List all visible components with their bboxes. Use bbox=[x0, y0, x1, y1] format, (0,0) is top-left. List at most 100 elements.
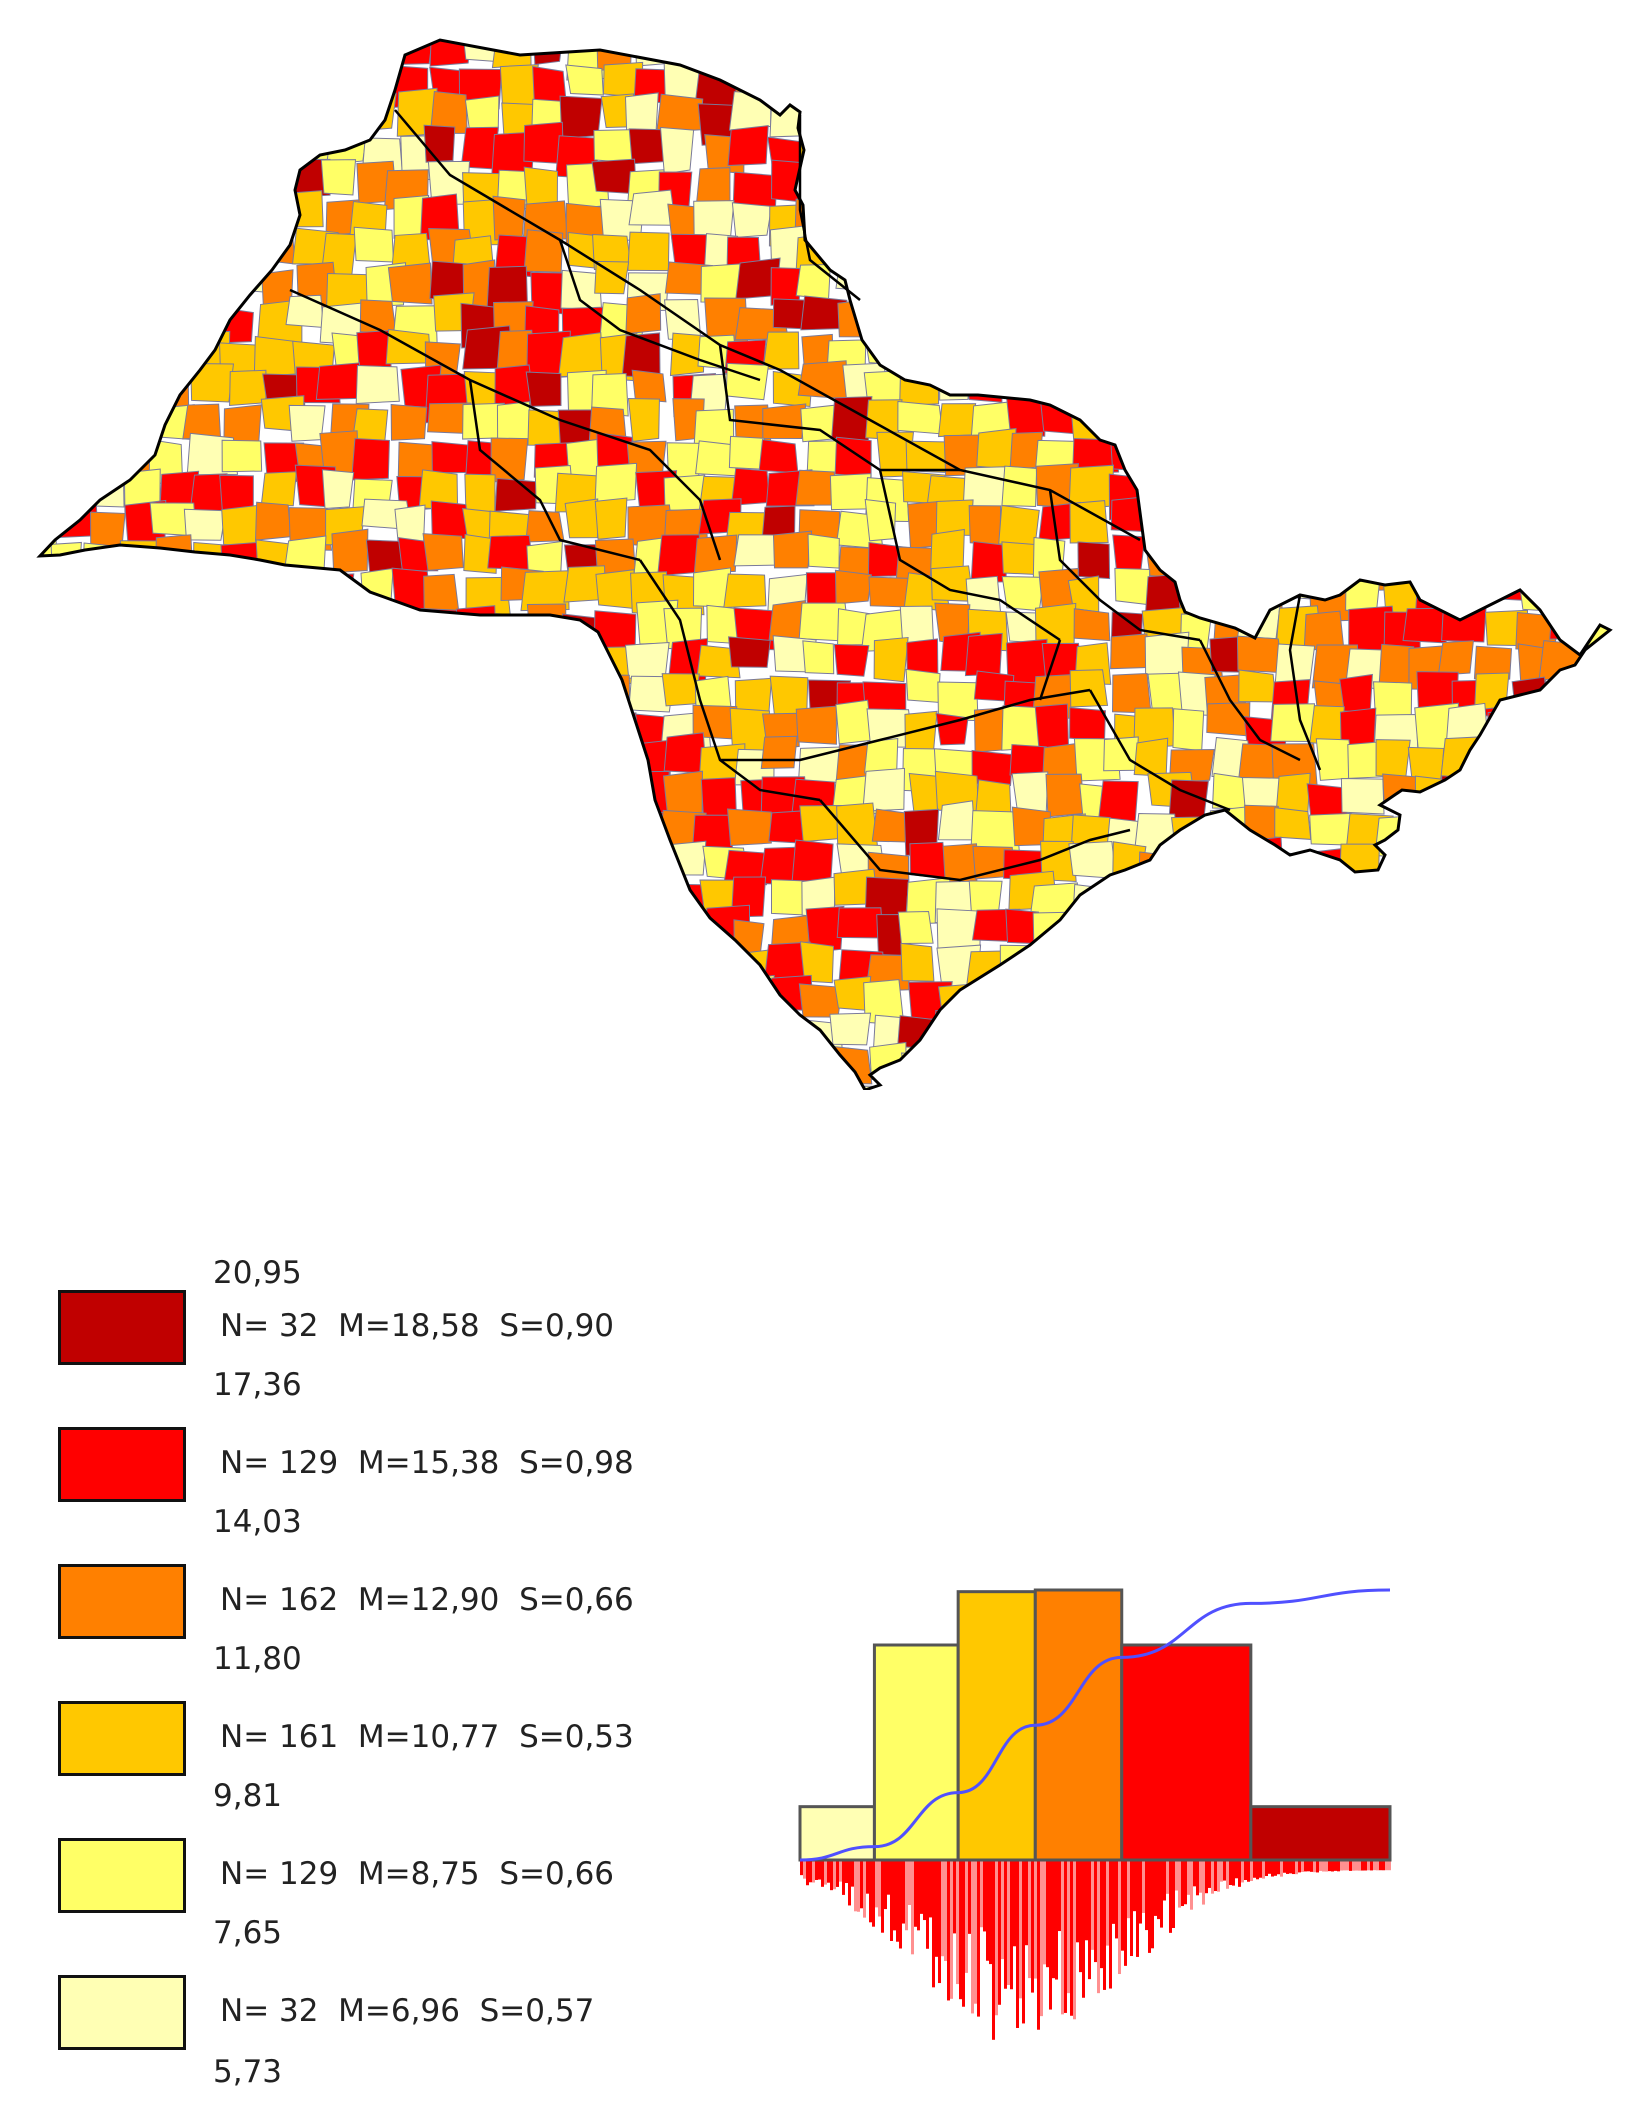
distribution-spike bbox=[1139, 1860, 1142, 1924]
municipality-cell bbox=[1546, 201, 1592, 236]
municipality-cell bbox=[1137, 1049, 1173, 1090]
distribution-spike bbox=[995, 1860, 998, 2016]
distribution-spike bbox=[836, 1860, 839, 1887]
municipality-cell bbox=[255, 805, 298, 849]
distribution-spike bbox=[1091, 1860, 1094, 1950]
municipality-cell bbox=[1582, 646, 1610, 679]
distribution-spike bbox=[953, 1860, 956, 1934]
municipality-cell bbox=[1182, 940, 1229, 987]
municipality-cell bbox=[1169, 468, 1212, 504]
municipality-cell bbox=[1203, 197, 1250, 237]
municipality-cell bbox=[1375, 739, 1411, 778]
municipality-cell bbox=[59, 295, 101, 343]
distribution-spike bbox=[1226, 1860, 1229, 1889]
municipality-cell bbox=[1272, 1008, 1314, 1044]
municipality-cell bbox=[1481, 99, 1518, 146]
municipality-cell bbox=[1588, 805, 1610, 850]
municipality-cell bbox=[1510, 192, 1550, 233]
distribution-spike bbox=[1034, 1860, 1037, 1979]
municipality-cell bbox=[1342, 1083, 1381, 1090]
municipality-cell bbox=[534, 784, 572, 817]
histogram-bar-1 bbox=[798, 1805, 876, 1862]
municipality-cell bbox=[1611, 204, 1627, 246]
municipality-cell bbox=[662, 770, 703, 817]
distribution-spike bbox=[1169, 1860, 1172, 1933]
municipality-cell bbox=[723, 849, 768, 886]
municipality-cell bbox=[1516, 507, 1558, 546]
municipality-cell bbox=[491, 40, 532, 69]
municipality-cell bbox=[251, 1048, 296, 1090]
municipality-cell bbox=[1615, 25, 1627, 57]
municipality-cell bbox=[1309, 812, 1352, 846]
municipality-cell bbox=[40, 504, 63, 539]
distribution-spike bbox=[971, 1860, 974, 2014]
distribution-spike bbox=[1340, 1860, 1343, 1871]
municipality-cell bbox=[121, 1087, 155, 1090]
municipality-cell bbox=[160, 645, 198, 688]
municipality-cell bbox=[1138, 437, 1182, 477]
municipality-cell bbox=[633, 909, 670, 946]
distribution-spike bbox=[920, 1860, 923, 1914]
municipality-cell bbox=[330, 1082, 368, 1090]
municipality-cell bbox=[220, 1012, 268, 1048]
municipality-cell bbox=[1271, 55, 1312, 94]
municipality-cell bbox=[1137, 1082, 1170, 1090]
municipality-cell bbox=[222, 40, 261, 60]
municipality-cell bbox=[1472, 941, 1518, 986]
municipality-cell bbox=[425, 1018, 465, 1061]
municipality-cell bbox=[1347, 1046, 1393, 1090]
municipality-cell bbox=[1171, 1043, 1210, 1084]
municipality-cell bbox=[1148, 407, 1184, 440]
municipality-cell bbox=[1620, 950, 1627, 997]
distribution-spike bbox=[1013, 1860, 1016, 1947]
municipality-cell bbox=[362, 912, 402, 945]
municipality-cell bbox=[126, 647, 162, 683]
municipality-cell bbox=[285, 294, 325, 329]
municipality-cell bbox=[253, 673, 302, 716]
municipality-cell bbox=[1075, 59, 1112, 101]
municipality-cell bbox=[53, 468, 91, 502]
municipality-cell bbox=[1307, 127, 1348, 172]
distribution-spike bbox=[1076, 1860, 1079, 1943]
municipality-cell bbox=[1103, 40, 1149, 60]
municipality-cell bbox=[1543, 370, 1590, 412]
municipality-cell bbox=[183, 817, 226, 855]
distribution-spike bbox=[1151, 1860, 1154, 1949]
municipality-cell bbox=[285, 190, 324, 228]
municipality-cell bbox=[1043, 1087, 1081, 1090]
municipality-cell bbox=[1374, 1050, 1414, 1090]
municipality-cell bbox=[1114, 567, 1151, 606]
municipality-cell bbox=[330, 946, 371, 992]
municipality-cell bbox=[123, 91, 160, 131]
municipality-cell bbox=[1514, 974, 1551, 1018]
municipality-cell bbox=[392, 904, 425, 952]
municipality-cell bbox=[1067, 1077, 1112, 1090]
municipality-cell bbox=[1309, 366, 1346, 401]
municipality-cell bbox=[227, 1050, 266, 1090]
distribution-spike bbox=[1052, 1860, 1055, 1979]
distribution-spike bbox=[1160, 1860, 1163, 1928]
municipality-cell bbox=[1484, 270, 1532, 313]
municipality-cell bbox=[1076, 366, 1114, 412]
municipality-cell bbox=[1009, 40, 1049, 68]
municipality-cell bbox=[1249, 40, 1284, 66]
municipality-cell bbox=[1381, 167, 1418, 207]
distribution-spike bbox=[1112, 1860, 1115, 1924]
distribution-spike bbox=[1331, 1860, 1334, 1872]
distribution-spike bbox=[1136, 1860, 1139, 1957]
municipality-cell bbox=[1477, 122, 1520, 171]
municipality-cell bbox=[628, 128, 666, 165]
distribution-spike bbox=[1304, 1860, 1307, 1872]
municipality-cell bbox=[1102, 945, 1153, 978]
municipality-cell bbox=[187, 609, 223, 646]
municipality-cell bbox=[830, 62, 872, 99]
municipality-cell bbox=[865, 40, 911, 71]
distribution-spike bbox=[1175, 1860, 1178, 1891]
municipality-cell bbox=[156, 776, 198, 823]
municipality-cell bbox=[834, 569, 872, 605]
municipality-cell bbox=[154, 707, 193, 751]
distribution-spike bbox=[1379, 1860, 1382, 1871]
distribution-spike bbox=[941, 1860, 944, 1957]
municipality-cell bbox=[1236, 635, 1284, 674]
municipality-cell bbox=[661, 673, 700, 707]
